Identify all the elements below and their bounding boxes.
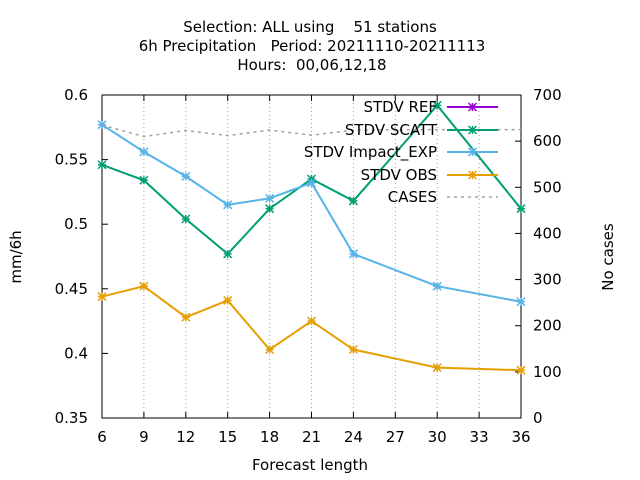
- y-tick-label-0.45: 0.45: [55, 280, 88, 298]
- point-stdv-impact-exp-36: [516, 297, 526, 307]
- point-stdv-impact-exp-30: [432, 281, 442, 291]
- point-stdv-obs-6: [97, 292, 107, 302]
- point-stdv-obs-36: [516, 365, 526, 375]
- legend-entry-stdv-obs: STDV OBS: [361, 166, 498, 184]
- point-stdv-impact-exp-18: [265, 193, 275, 203]
- legend-entry-cases: CASES: [388, 188, 498, 206]
- y2-tick-label-0: 0: [533, 409, 543, 427]
- legend-marker-stdv-obs: [467, 170, 478, 180]
- series-stdv-obs: [97, 281, 526, 375]
- y-tick-labels: 0.35 0.4 0.45 0.5 0.55 0.6: [55, 86, 88, 427]
- x-tick-label-36: 36: [511, 428, 530, 446]
- title-line-2: 6h Precipitation Period: 20211110-202111…: [139, 37, 486, 55]
- legend-marker-stdv-impact-exp: [467, 147, 478, 157]
- point-stdv-scatt-18: [265, 204, 275, 214]
- point-stdv-scatt-15: [223, 249, 233, 259]
- y-tick-label-0.6: 0.6: [64, 86, 88, 104]
- y-tick-label-0.4: 0.4: [64, 344, 88, 362]
- legend-entry-stdv-impact-exp: STDV Impact_EXP: [304, 143, 498, 162]
- point-stdv-impact-exp-6: [97, 120, 107, 130]
- series-line-cases: [101, 124, 521, 138]
- y2-tick-label-700: 700: [533, 86, 562, 104]
- point-stdv-obs-21: [306, 316, 317, 326]
- legend-label-cases: CASES: [388, 188, 437, 206]
- point-stdv-obs-30: [432, 363, 442, 373]
- x-axis-label: Forecast length: [252, 456, 368, 474]
- x-tick-label-30: 30: [428, 428, 447, 446]
- point-stdv-obs-18: [265, 344, 275, 355]
- x-tick-label-24: 24: [344, 428, 363, 446]
- point-stdv-impact-exp-9: [139, 147, 149, 157]
- y-tick-label-0.55: 0.55: [55, 151, 88, 169]
- chart-title: Selection: ALL using 51 stations 6h Prec…: [139, 18, 486, 74]
- y2-tick-labels: 0 100 200 300 400 500 600 700: [533, 86, 562, 427]
- y2-tick-label-300: 300: [533, 271, 562, 289]
- point-stdv-obs-15: [223, 295, 233, 305]
- point-stdv-impact-exp-21: [306, 178, 317, 188]
- y-axis-label: mm/6h: [7, 230, 25, 283]
- point-stdv-scatt-6: [97, 160, 107, 170]
- y2-axis-label: No cases: [599, 223, 617, 291]
- series-line-stdv-obs: [101, 285, 522, 372]
- legend-entry-stdv-ref: STDV REF: [363, 98, 498, 116]
- x-tick-label-21: 21: [302, 428, 321, 446]
- series-layer: [97, 100, 526, 375]
- x-tick-label-18: 18: [260, 428, 279, 446]
- point-stdv-scatt-12: [181, 214, 191, 224]
- x-tick-label-33: 33: [470, 428, 489, 446]
- x-tick-label-12: 12: [176, 428, 195, 446]
- title-line-3: Hours: 00,06,12,18: [237, 56, 386, 74]
- y-tick-label-0.35: 0.35: [55, 409, 88, 427]
- title-line-1: Selection: ALL using 51 stations: [183, 18, 437, 36]
- point-stdv-obs-24: [348, 344, 358, 355]
- legend-label-stdv-obs: STDV OBS: [361, 166, 437, 184]
- point-stdv-obs-12: [181, 312, 191, 322]
- legend-entry-stdv-scatt: STDV SCATT: [345, 121, 498, 139]
- series-stdv-impact-exp: [97, 120, 526, 307]
- y-tick-label-0.5: 0.5: [64, 215, 88, 233]
- point-stdv-scatt-24: [348, 196, 358, 206]
- point-stdv-impact-exp-12: [181, 171, 191, 181]
- y2-tick-label-400: 400: [533, 224, 562, 242]
- x-tick-labels: 6 9 12 15 18 21 24 27 30 33 36: [97, 428, 530, 446]
- point-stdv-scatt-36: [516, 204, 526, 214]
- legend: STDV REF STDV SCATT STDV Impact_EXP STDV OB…: [304, 98, 498, 206]
- x-tick-label-9: 9: [139, 428, 149, 446]
- point-stdv-obs-9: [139, 281, 149, 291]
- y2-tick-label-100: 100: [533, 363, 562, 381]
- legend-label-stdv-scatt: STDV SCATT: [345, 121, 438, 139]
- series-cases: [101, 124, 521, 138]
- legend-marker-stdv-scatt: [467, 125, 478, 135]
- y2-tick-label-600: 600: [533, 132, 562, 150]
- legend-label-stdv-ref: STDV REF: [363, 98, 437, 116]
- x-tick-label-6: 6: [97, 428, 107, 446]
- point-stdv-impact-exp-15: [223, 200, 233, 210]
- point-stdv-scatt-9: [139, 175, 149, 185]
- point-stdv-scatt-30: [432, 100, 442, 110]
- y2-tick-label-500: 500: [533, 178, 562, 196]
- legend-marker-stdv-ref: [467, 102, 478, 112]
- x-tick-label-15: 15: [218, 428, 237, 446]
- legend-label-stdv-impact-exp: STDV Impact_EXP: [304, 143, 437, 162]
- y2-tick-label-200: 200: [533, 317, 562, 335]
- axes: [101, 94, 522, 419]
- point-stdv-impact-exp-24: [348, 249, 358, 259]
- x-tick-label-27: 27: [386, 428, 405, 446]
